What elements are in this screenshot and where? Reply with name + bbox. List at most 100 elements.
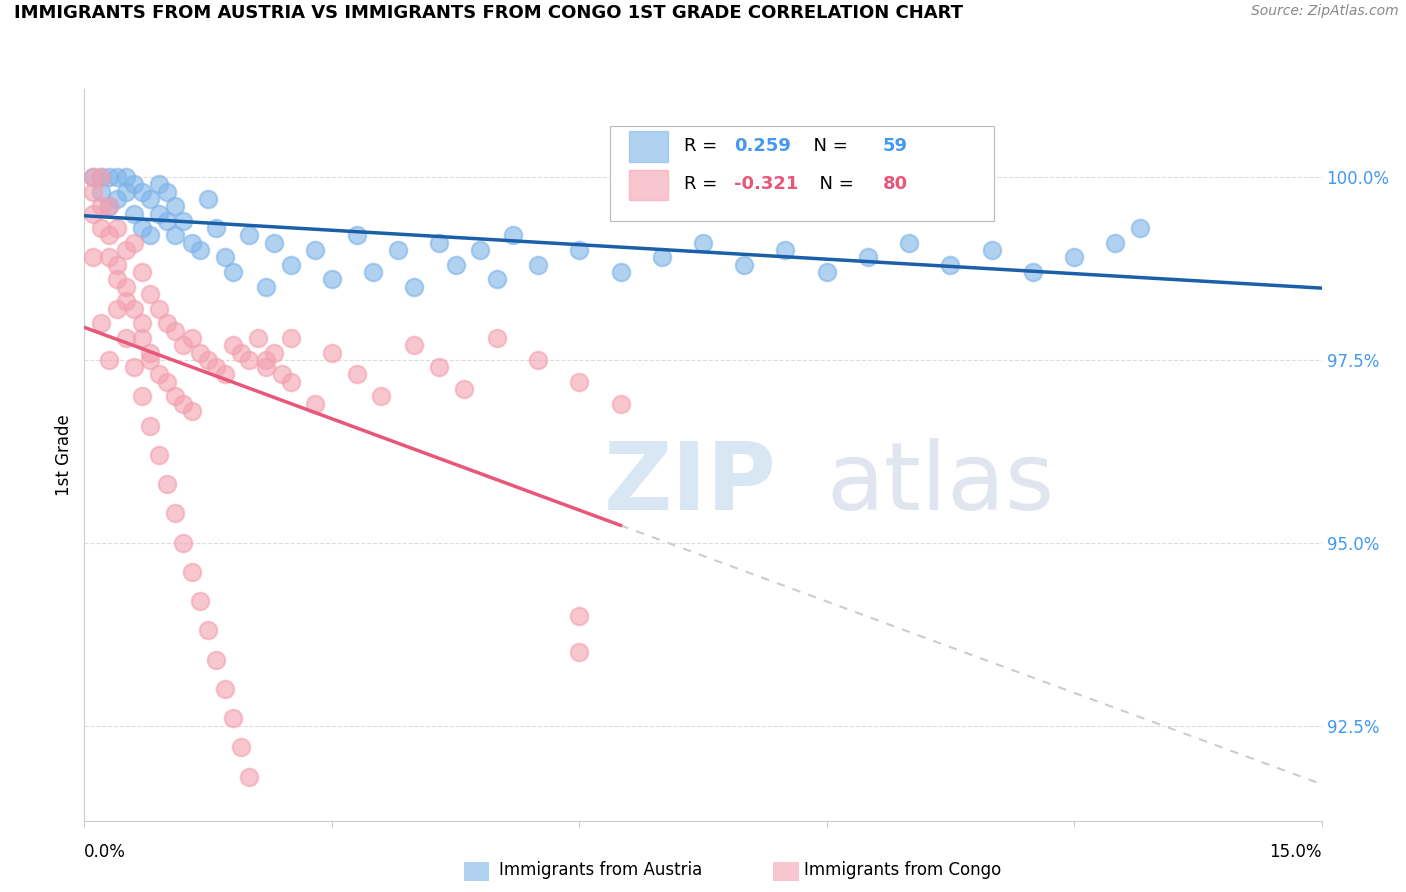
Point bbox=[172, 214, 194, 228]
Point bbox=[90, 169, 112, 184]
Text: Immigrants from Congo: Immigrants from Congo bbox=[804, 861, 1001, 879]
Text: atlas: atlas bbox=[827, 438, 1054, 530]
Point bbox=[229, 740, 252, 755]
Point bbox=[527, 258, 550, 272]
Point bbox=[131, 221, 153, 235]
Point bbox=[98, 228, 121, 243]
Point bbox=[427, 360, 450, 375]
Point bbox=[280, 331, 302, 345]
Point bbox=[205, 653, 228, 667]
Point bbox=[222, 711, 245, 725]
Point bbox=[114, 185, 136, 199]
Text: 0.259: 0.259 bbox=[734, 136, 790, 154]
Point bbox=[98, 352, 121, 367]
Text: N =: N = bbox=[808, 176, 859, 194]
Point bbox=[105, 192, 128, 206]
FancyBboxPatch shape bbox=[766, 855, 806, 888]
Point bbox=[82, 169, 104, 184]
Point bbox=[370, 389, 392, 403]
Point bbox=[304, 243, 326, 257]
Point bbox=[197, 624, 219, 638]
FancyBboxPatch shape bbox=[628, 169, 668, 201]
Point bbox=[165, 199, 187, 213]
Point bbox=[346, 368, 368, 382]
Point bbox=[180, 565, 202, 579]
Point bbox=[1129, 221, 1152, 235]
Point bbox=[122, 235, 145, 250]
Point bbox=[271, 368, 294, 382]
Point bbox=[527, 352, 550, 367]
Point bbox=[148, 368, 170, 382]
Point bbox=[122, 206, 145, 220]
Point bbox=[105, 301, 128, 316]
Point bbox=[387, 243, 409, 257]
Point bbox=[156, 185, 179, 199]
Point bbox=[1022, 265, 1045, 279]
Point bbox=[898, 235, 921, 250]
Point bbox=[404, 338, 426, 352]
Point bbox=[98, 199, 121, 213]
Point bbox=[214, 251, 236, 265]
Point bbox=[485, 331, 508, 345]
Point bbox=[165, 324, 187, 338]
Point bbox=[609, 265, 631, 279]
Point bbox=[280, 258, 302, 272]
Text: -0.321: -0.321 bbox=[734, 176, 799, 194]
Point bbox=[131, 316, 153, 330]
Point bbox=[197, 192, 219, 206]
Text: R =: R = bbox=[685, 176, 724, 194]
Point bbox=[139, 287, 162, 301]
Text: N =: N = bbox=[801, 136, 853, 154]
Point bbox=[90, 199, 112, 213]
Point bbox=[222, 338, 245, 352]
Point bbox=[156, 375, 179, 389]
Point bbox=[82, 185, 104, 199]
Point bbox=[105, 272, 128, 286]
Point bbox=[122, 301, 145, 316]
Point bbox=[180, 404, 202, 418]
Point bbox=[114, 331, 136, 345]
Point bbox=[263, 345, 285, 359]
Point bbox=[427, 235, 450, 250]
FancyBboxPatch shape bbox=[628, 131, 668, 161]
Point bbox=[980, 243, 1002, 257]
Text: R =: R = bbox=[685, 136, 724, 154]
Point bbox=[148, 206, 170, 220]
Point bbox=[188, 345, 211, 359]
Point bbox=[254, 360, 277, 375]
Point bbox=[114, 279, 136, 293]
Point bbox=[568, 243, 591, 257]
Point bbox=[180, 235, 202, 250]
Point bbox=[254, 279, 277, 293]
Text: IMMIGRANTS FROM AUSTRIA VS IMMIGRANTS FROM CONGO 1ST GRADE CORRELATION CHART: IMMIGRANTS FROM AUSTRIA VS IMMIGRANTS FR… bbox=[14, 4, 963, 22]
Point bbox=[172, 535, 194, 549]
Point bbox=[939, 258, 962, 272]
Point bbox=[229, 345, 252, 359]
Point bbox=[114, 243, 136, 257]
Point bbox=[197, 352, 219, 367]
Point bbox=[321, 272, 343, 286]
Point bbox=[470, 243, 492, 257]
Point bbox=[205, 360, 228, 375]
FancyBboxPatch shape bbox=[457, 855, 496, 888]
Point bbox=[114, 294, 136, 309]
Point bbox=[205, 221, 228, 235]
Point bbox=[90, 185, 112, 199]
Point bbox=[502, 228, 524, 243]
Point bbox=[246, 331, 269, 345]
Point bbox=[485, 272, 508, 286]
Point bbox=[105, 258, 128, 272]
Point bbox=[131, 265, 153, 279]
Point bbox=[156, 316, 179, 330]
Point bbox=[404, 279, 426, 293]
Point bbox=[1104, 235, 1126, 250]
Point bbox=[139, 192, 162, 206]
Point bbox=[238, 352, 260, 367]
Point bbox=[148, 301, 170, 316]
Y-axis label: 1st Grade: 1st Grade bbox=[55, 414, 73, 496]
Point bbox=[165, 389, 187, 403]
Point bbox=[82, 169, 104, 184]
Point bbox=[122, 360, 145, 375]
Point bbox=[139, 228, 162, 243]
Point bbox=[90, 169, 112, 184]
